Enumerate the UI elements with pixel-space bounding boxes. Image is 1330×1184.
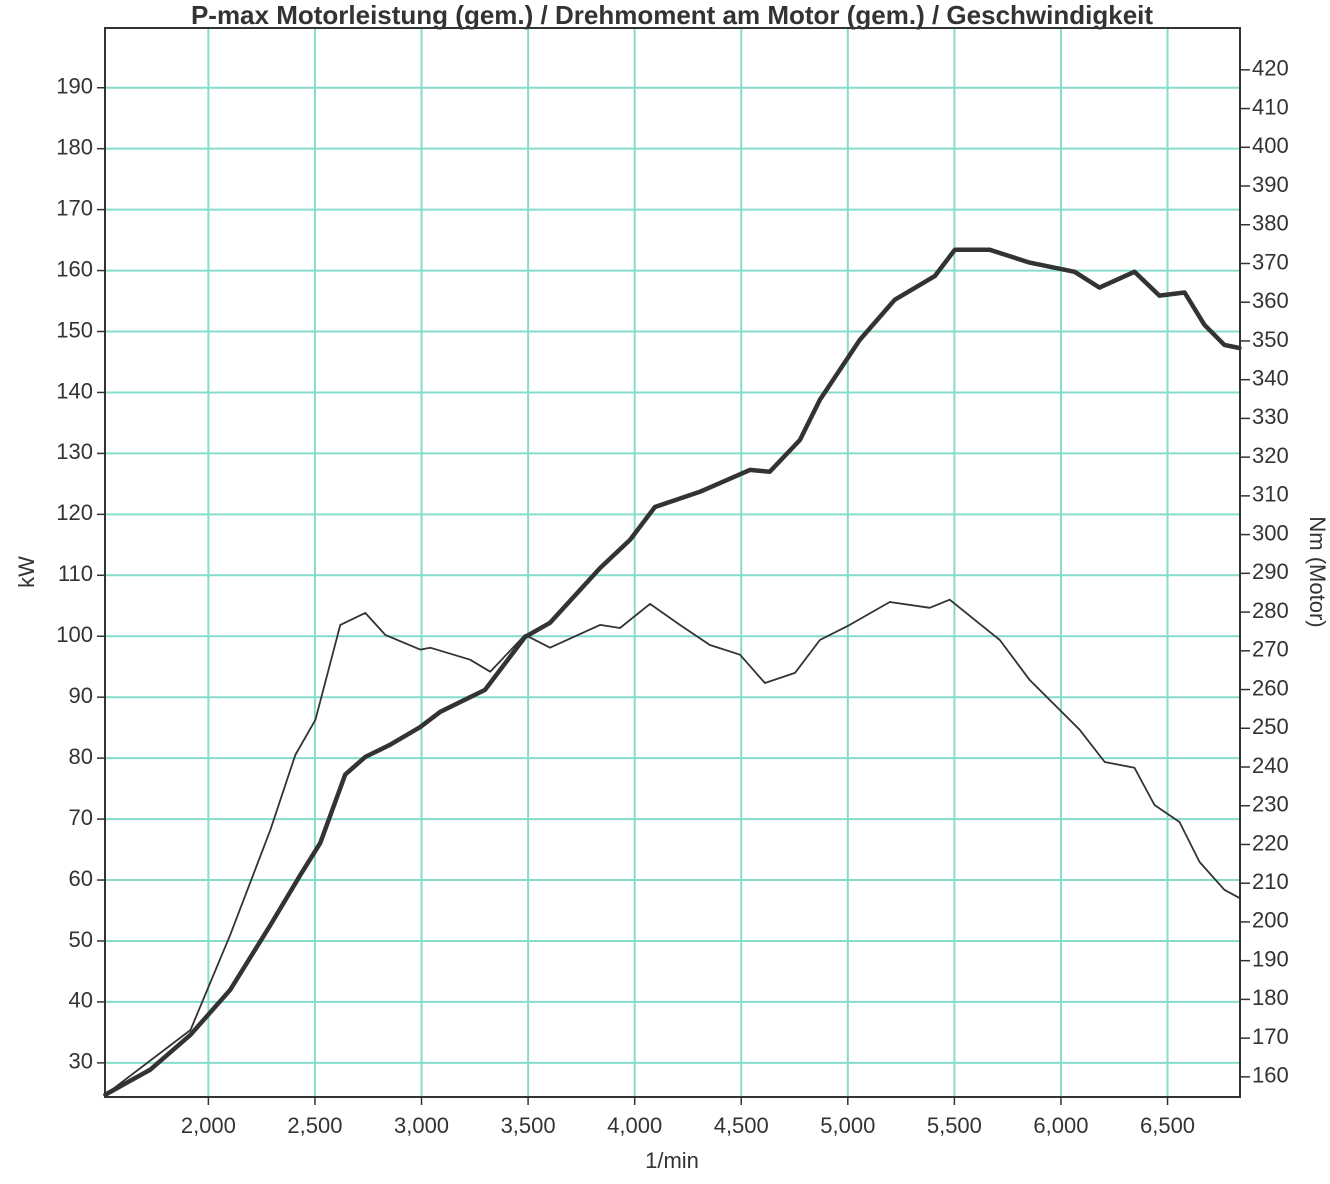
y2-tick-label: 310: [1252, 482, 1289, 507]
y-tick-label: 160: [56, 256, 93, 281]
y-tick-label: 150: [56, 317, 93, 342]
y-tick-label: 100: [56, 622, 93, 647]
y-axis-label: kW: [14, 556, 39, 588]
y-tick-label: 50: [69, 927, 93, 952]
y-tick-label: 60: [69, 866, 93, 891]
y2-tick-label: 270: [1252, 637, 1289, 662]
x-tick-label: 6,500: [1140, 1113, 1195, 1138]
y-tick-label: 120: [56, 500, 93, 525]
y2-tick-label: 360: [1252, 288, 1289, 313]
y-tick-label: 180: [56, 134, 93, 159]
y2-tick-label: 330: [1252, 404, 1289, 429]
y2-tick-label: 350: [1252, 327, 1289, 352]
y-tick-label: 70: [69, 805, 93, 830]
y-tick-label: 130: [56, 439, 93, 464]
y2-tick-label: 400: [1252, 133, 1289, 158]
chart-title: P-max Motorleistung (gem.) / Drehmoment …: [191, 0, 1153, 30]
x-tick-label: 6,000: [1033, 1113, 1088, 1138]
y-tick-label: 110: [58, 561, 93, 586]
y2-tick-label: 380: [1252, 211, 1289, 236]
y2-tick-label: 370: [1252, 249, 1289, 274]
y-tick-label: 190: [56, 74, 93, 99]
series-line: [103, 247, 1242, 1097]
y2-tick-label: 210: [1252, 869, 1289, 894]
y2-tick-label: 160: [1252, 1063, 1289, 1088]
x-tick-label: 3,500: [501, 1113, 556, 1138]
x-tick-label: 5,000: [820, 1113, 875, 1138]
y2-axis-label: Nm (Motor): [1305, 516, 1330, 627]
y2-tick-label: 420: [1252, 56, 1289, 81]
y2-tick-label: 390: [1252, 172, 1289, 197]
x-tick-label: 2,000: [181, 1113, 236, 1138]
x-axis-label: 1/min: [645, 1148, 699, 1173]
plot-frame: [104, 27, 1241, 1098]
y2-tick-label: 300: [1252, 520, 1289, 545]
y2-tick-label: 190: [1252, 946, 1289, 971]
y-tick-label: 30: [69, 1049, 93, 1074]
y2-tick-label: 340: [1252, 365, 1289, 390]
x-tick-label: 2,500: [287, 1113, 342, 1138]
x-tick-label: 4,000: [607, 1113, 662, 1138]
y2-tick-label: 220: [1252, 830, 1289, 855]
y-tick-label: 140: [56, 378, 93, 403]
y2-tick-label: 200: [1252, 908, 1289, 933]
y2-tick-label: 180: [1252, 985, 1289, 1010]
y-tick-label: 40: [69, 988, 93, 1013]
y2-tick-label: 410: [1252, 94, 1289, 119]
y-tick-label: 90: [69, 683, 93, 708]
y2-tick-label: 250: [1252, 714, 1289, 739]
y2-tick-label: 320: [1252, 443, 1289, 468]
x-tick-label: 5,500: [927, 1113, 982, 1138]
y-tick-label: 170: [56, 195, 93, 220]
y2-tick-label: 280: [1252, 598, 1289, 623]
y-tick-label: 80: [69, 744, 93, 769]
series-line: [104, 598, 1241, 1096]
y2-tick-label: 230: [1252, 792, 1289, 817]
x-tick-label: 3,000: [394, 1113, 449, 1138]
y2-tick-label: 260: [1252, 675, 1289, 700]
y2-tick-label: 290: [1252, 559, 1289, 584]
x-tick-label: 4,500: [714, 1113, 769, 1138]
y2-tick-label: 170: [1252, 1024, 1289, 1049]
y2-tick-label: 240: [1252, 753, 1289, 778]
